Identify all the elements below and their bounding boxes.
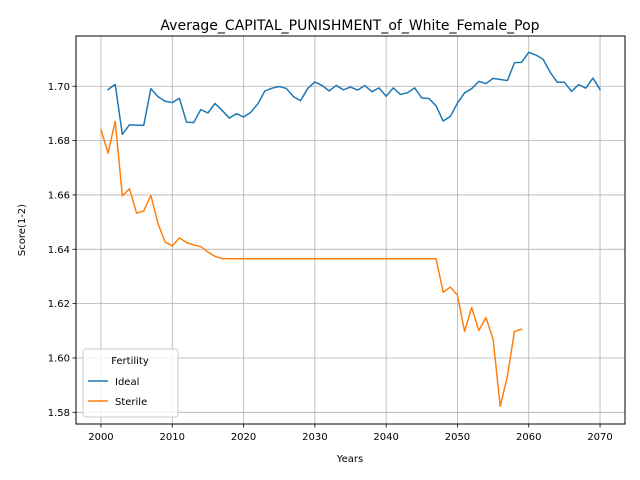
y-tick-label: 1.70	[48, 82, 70, 93]
y-tick-label: 1.64	[48, 245, 70, 256]
y-axis-label: Score(1-2)	[17, 204, 28, 256]
legend-title: Fertility	[111, 356, 149, 367]
x-tick-label: 2030	[302, 432, 327, 443]
legend-label-sterile: Sterile	[115, 397, 147, 408]
x-tick-label: 2070	[587, 432, 612, 443]
series-lines	[100, 51, 602, 408]
legend: Fertility Ideal Sterile	[82, 348, 179, 418]
y-tick-label: 1.58	[48, 408, 70, 419]
x-tick-label: 2000	[88, 432, 113, 443]
y-tick-label: 1.62	[48, 299, 70, 310]
series-line-sterile	[100, 120, 523, 408]
y-axis-ticks: 1.58 1.60 1.62 1.64 1.66 1.68 1.70	[48, 82, 76, 419]
x-tick-label: 2060	[516, 432, 541, 443]
chart-title: Average_CAPITAL_PUNISHMENT_of_White_Fema…	[160, 18, 539, 34]
plot-area-frame	[75, 35, 626, 425]
x-tick-label: 2040	[373, 432, 398, 443]
y-tick-label: 1.66	[48, 190, 70, 201]
y-tick-label: 1.60	[48, 353, 70, 364]
x-axis-label: Years	[336, 454, 363, 465]
x-tick-label: 2010	[160, 432, 185, 443]
legend-label-ideal: Ideal	[115, 377, 139, 388]
x-tick-label: 2050	[445, 432, 470, 443]
x-axis-ticks: 2000 2010 2020 2030 2040 2050 2060 2070	[88, 424, 613, 443]
x-tick-label: 2020	[231, 432, 256, 443]
series-line-ideal	[107, 51, 602, 136]
y-tick-label: 1.68	[48, 136, 70, 147]
legend-box	[82, 348, 179, 418]
